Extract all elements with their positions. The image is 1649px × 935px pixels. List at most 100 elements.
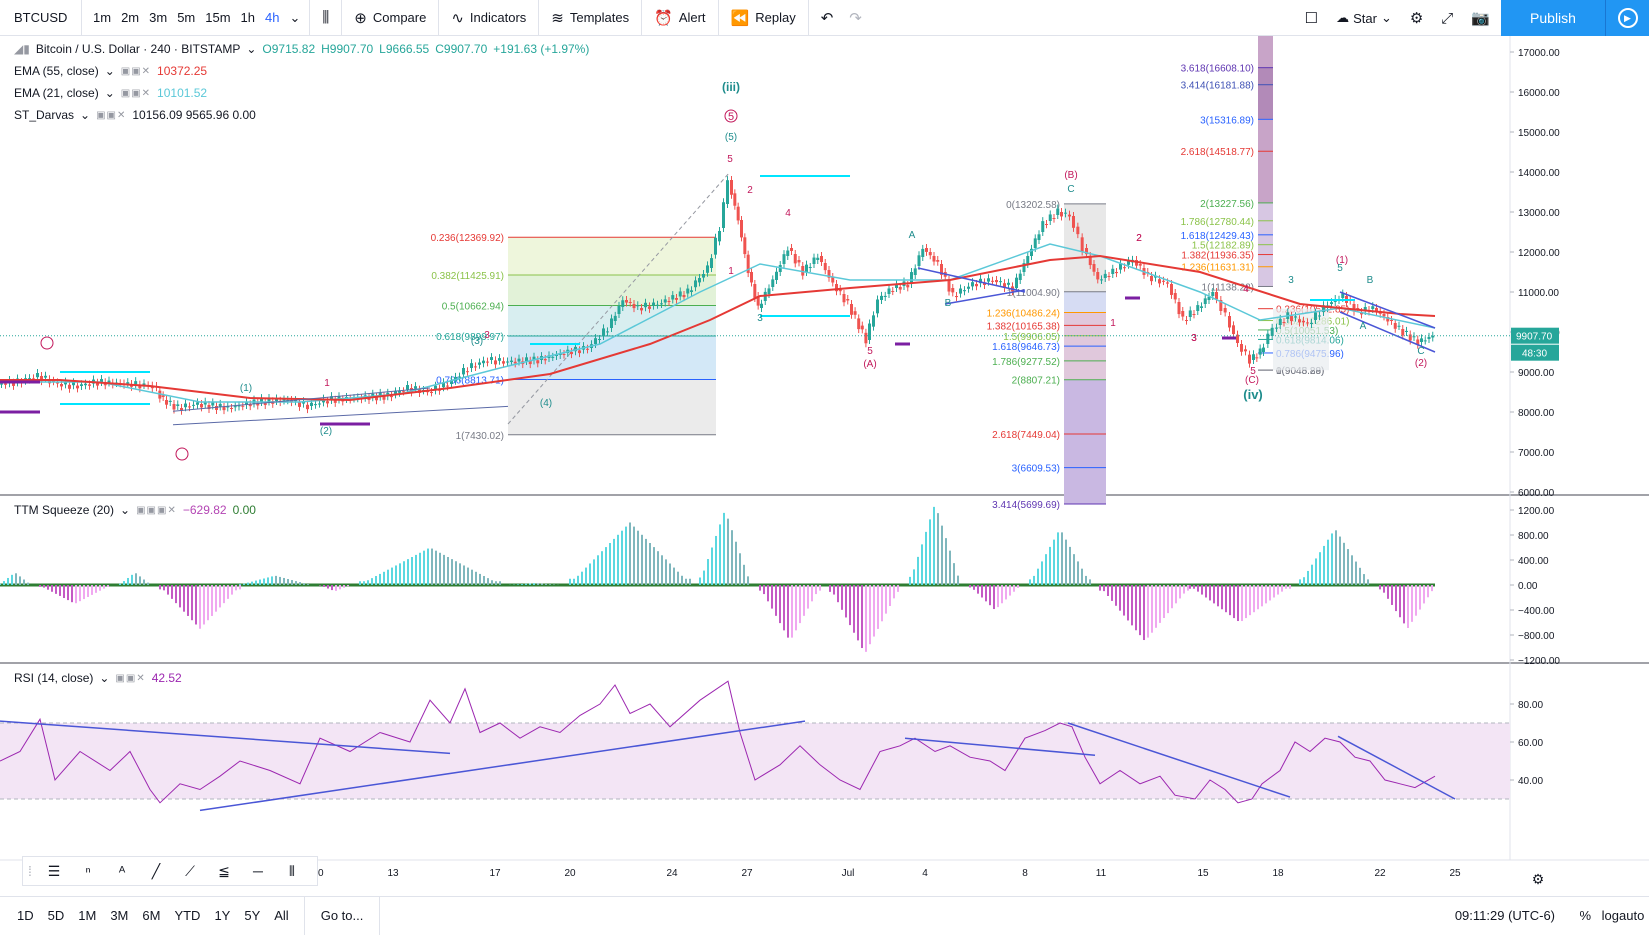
indicators-label: Indicators: [469, 10, 527, 25]
publish-button[interactable]: Publish: [1501, 0, 1605, 36]
candle-body: [1085, 248, 1088, 255]
star-button[interactable]: ☁ Star ⌄: [1327, 10, 1401, 26]
auto-toggle[interactable]: auto: [1619, 908, 1645, 923]
candle-body: [498, 358, 501, 361]
goto-label: Go to...: [320, 908, 364, 923]
expand-icon[interactable]: ⤢: [1441, 9, 1454, 27]
range-6m[interactable]: 6M: [142, 908, 161, 923]
chart-type-button[interactable]: ⫼: [314, 0, 337, 36]
candle-body: [786, 250, 790, 256]
timeframe-2m[interactable]: 2m: [121, 9, 140, 25]
symbol-search[interactable]: BTCUSD: [0, 0, 82, 36]
indicator-buttons[interactable]: ▣▣✕: [120, 65, 152, 77]
eye-icon[interactable]: ◢▮: [14, 42, 30, 56]
candle-body: [1211, 291, 1215, 296]
timeframe-15m[interactable]: 15m: [205, 9, 231, 25]
candle-body: [853, 311, 857, 315]
candle-body: [1375, 308, 1378, 313]
candle-body: [490, 357, 493, 360]
grip-icon[interactable]: ⁞: [28, 863, 32, 879]
candle-body: [462, 367, 465, 375]
indicator-buttons[interactable]: ▣▣✕: [115, 672, 146, 684]
compare-button[interactable]: ⊕ Compare: [346, 0, 434, 36]
log-toggle[interactable]: log: [1601, 908, 1619, 923]
candle-body: [947, 280, 951, 292]
fib-level-label: 1.382(11936.35): [1181, 251, 1254, 262]
indicator-legend-darvas[interactable]: ST_Darvas ⌄ ▣▣✕ 10156.09 9565.96 0.00: [14, 108, 256, 122]
candle-body: [1427, 336, 1431, 339]
stream-button[interactable]: ▶: [1605, 0, 1649, 36]
range-1y[interactable]: 1Y: [214, 908, 231, 923]
candle-body: [959, 288, 962, 294]
range-ytd[interactable]: YTD: [174, 908, 201, 923]
lines-icon[interactable]: ☰: [47, 862, 61, 879]
trendline-icon[interactable]: ╱: [151, 862, 161, 879]
channel-icon[interactable]: ≦: [218, 862, 230, 879]
candle-body: [1115, 272, 1118, 274]
candle-body: [161, 395, 165, 397]
undo-button[interactable]: ↶: [813, 0, 842, 36]
timeframe-4h[interactable]: 4h: [265, 9, 280, 25]
alert-button[interactable]: ⏰ Alert: [646, 0, 713, 36]
candle-body: [1203, 298, 1207, 304]
redo-button[interactable]: ↷: [841, 0, 870, 36]
indicator-buttons[interactable]: ▣▣✕: [120, 87, 152, 99]
templates-button[interactable]: ≋ Templates: [543, 0, 637, 36]
fib-level-label: 2.618(14518.77): [1181, 147, 1254, 158]
replay-button[interactable]: ⏪ Replay: [723, 0, 804, 36]
goto-button[interactable]: Go to...: [303, 896, 381, 935]
horizontal-line-icon[interactable]: ─: [253, 863, 263, 879]
timeframe-1m[interactable]: 1m: [93, 9, 112, 25]
range-1d[interactable]: 1D: [17, 908, 34, 923]
candle-body: [663, 299, 667, 303]
indicator-legend-ema21[interactable]: EMA (21, close) ⌄ ▣▣✕ 10101.52: [14, 86, 207, 100]
timeframe-3m[interactable]: 3m: [149, 9, 168, 25]
candle-body: [1270, 327, 1274, 336]
ohlc-open: O9715.82: [262, 42, 316, 56]
clock[interactable]: 09:11:29 (UTC-6): [1454, 908, 1555, 923]
fib-level-label: 1(7430.02): [456, 431, 504, 442]
candle-body: [1382, 314, 1386, 317]
candle-body: [1127, 260, 1130, 265]
range-5y[interactable]: 5Y: [244, 908, 261, 923]
candle-body: [64, 381, 67, 385]
candle-body: [1294, 316, 1297, 318]
chevron-down-icon[interactable]: ⌄: [246, 42, 257, 56]
indicator-legend-ema55[interactable]: EMA (55, close) ⌄ ▣▣✕ 10372.25: [14, 64, 207, 78]
abc-pattern-icon[interactable]: ᴬ: [118, 863, 126, 879]
ray-icon[interactable]: ⟋: [185, 862, 195, 879]
fib-zone: [1064, 203, 1106, 292]
candle-body: [196, 402, 199, 405]
rsi-legend[interactable]: RSI (14, close) ⌄ ▣▣✕ 42.52: [14, 671, 182, 685]
camera-icon[interactable]: 📷: [1471, 10, 1490, 27]
candle-body: [887, 288, 891, 294]
range-1m[interactable]: 1M: [78, 908, 97, 923]
wave-pattern-icon[interactable]: ⁿ: [85, 863, 91, 879]
candle-body: [84, 383, 87, 386]
chart-svg[interactable]: 17000.0016000.0015000.0014000.0013000.00…: [0, 36, 1649, 896]
percent-toggle[interactable]: %: [1579, 908, 1591, 923]
indicator-buttons[interactable]: ▣▣▣✕: [136, 504, 177, 516]
rsi-trendline: [1067, 722, 1291, 798]
candle-body: [314, 404, 317, 406]
candle-body: [991, 280, 994, 282]
timeframe-5m[interactable]: 5m: [177, 9, 196, 25]
indicator-buttons[interactable]: ▣▣✕: [96, 109, 127, 121]
candle-body: [975, 284, 978, 287]
ttm-legend[interactable]: TTM Squeeze (20) ⌄ ▣▣▣✕ −629.82 0.00: [14, 503, 256, 517]
range-5d[interactable]: 5D: [47, 908, 65, 923]
range-all[interactable]: All: [274, 908, 289, 923]
fullscreen-box-icon[interactable]: ☐: [1304, 10, 1319, 27]
chevron-down-icon[interactable]: ⌄: [289, 9, 301, 25]
ttm-axis-label: −1200.00: [1518, 656, 1560, 667]
fib-icon[interactable]: ⫴: [289, 862, 295, 879]
candle-body: [1431, 335, 1435, 338]
fib-zone: [508, 237, 716, 275]
chart-area[interactable]: 17000.00 16000.00 15000.00 14000.00 13000.00…: [0, 36, 1649, 896]
gear-icon[interactable]: ⚙: [1409, 10, 1424, 27]
indicators-button[interactable]: ∿ Indicators: [443, 0, 534, 36]
fib-level-label: 1.786(9277.52): [992, 357, 1060, 368]
range-3m[interactable]: 3M: [110, 908, 129, 923]
timeframe-1h[interactable]: 1h: [240, 9, 256, 25]
candle-body: [718, 230, 721, 242]
